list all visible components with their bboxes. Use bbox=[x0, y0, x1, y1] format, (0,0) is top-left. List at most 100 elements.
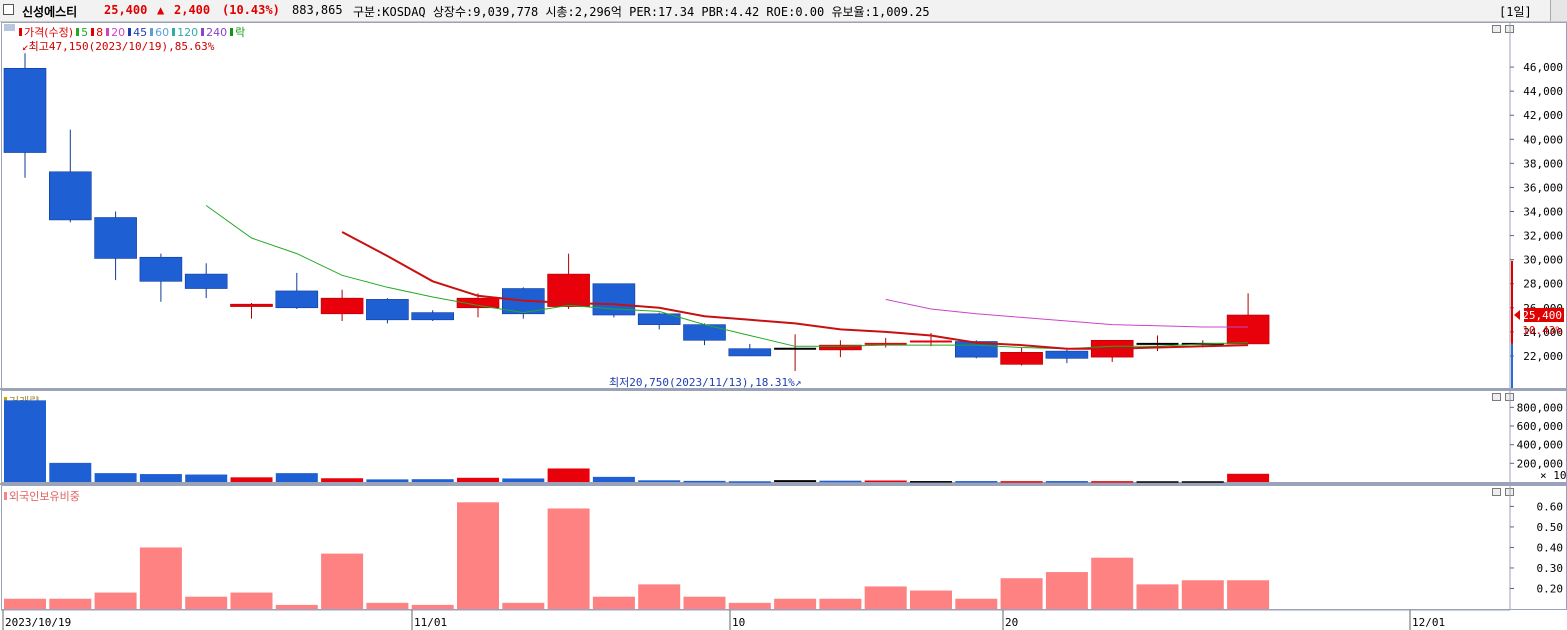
stock-info: 구분:KOSDAQ 상장수:9,039,778 시총:2,296억 PER:17… bbox=[353, 5, 930, 19]
y-tick-label: 22,000 bbox=[1523, 350, 1563, 363]
price-label-bg bbox=[1524, 308, 1564, 323]
foreign-ratio-bar bbox=[185, 596, 228, 609]
foreign-ratio-bar bbox=[1181, 580, 1224, 609]
price-change-pct: (10.43%) bbox=[222, 3, 280, 17]
candle-body bbox=[456, 297, 500, 309]
foreign-ratio-bar bbox=[275, 604, 318, 609]
y-tick-label: 36,000 bbox=[1523, 181, 1563, 194]
foreign-ratio-bar bbox=[910, 590, 952, 609]
y-tick-label: 46,000 bbox=[1523, 61, 1563, 74]
up-arrow-icon: ▲ bbox=[157, 3, 165, 17]
foreign-ratio-bar bbox=[592, 596, 635, 609]
candle-body bbox=[547, 273, 590, 307]
low-arrow-icon: ↗ bbox=[794, 376, 802, 389]
volume-bar bbox=[1227, 473, 1270, 482]
high-arrow-icon: ↙ bbox=[22, 40, 29, 53]
current-price: 25,400 bbox=[104, 3, 148, 17]
foreign-legend-swatch bbox=[4, 492, 7, 500]
candle-body bbox=[411, 312, 455, 321]
volume-bar bbox=[638, 480, 681, 482]
candle-body bbox=[1000, 352, 1043, 365]
foreign-ratio-bar bbox=[547, 508, 590, 609]
candle-body bbox=[592, 283, 636, 316]
y-tick-label: 0.40 bbox=[1537, 541, 1564, 554]
x-tick-label: 20 bbox=[1005, 616, 1018, 629]
volume-bar bbox=[1181, 481, 1224, 483]
candle-body bbox=[48, 171, 92, 221]
foreign-ratio-bar bbox=[139, 547, 182, 609]
foreign-ratio-bar bbox=[1045, 572, 1088, 609]
minimize-panel-icon[interactable] bbox=[1492, 393, 1501, 401]
panel-menu-icon[interactable] bbox=[4, 24, 15, 31]
y-tick-label: 600,000 bbox=[1517, 420, 1563, 433]
candle-body bbox=[683, 324, 726, 341]
volume-bar bbox=[592, 476, 635, 482]
legend-swatch bbox=[201, 28, 205, 36]
foreign-ratio-bar bbox=[1000, 578, 1043, 609]
select-checkbox[interactable] bbox=[3, 4, 14, 15]
ma-line-5 bbox=[205, 205, 1249, 350]
volume-bar bbox=[411, 479, 454, 482]
stock-name: 신성에스티 bbox=[22, 5, 78, 19]
price-marker-icon bbox=[1514, 310, 1520, 321]
foreign-title: 외국인보유비중 bbox=[4, 488, 80, 504]
y-tick-label: 0.20 bbox=[1537, 582, 1564, 595]
foreign-ratio-bar bbox=[1227, 580, 1270, 609]
legend-swatch bbox=[150, 28, 154, 36]
foreign-ratio-bar bbox=[864, 586, 907, 609]
volume-bar bbox=[366, 479, 409, 482]
candle-body bbox=[94, 217, 137, 259]
period-selector[interactable]: [1일] bbox=[1499, 5, 1532, 19]
volume-bar bbox=[683, 480, 726, 483]
volume-bar bbox=[1091, 481, 1134, 483]
y-tick-label: 0.60 bbox=[1537, 500, 1564, 513]
x-tick-label: 2023/10/19 bbox=[5, 616, 71, 629]
foreign-ratio-bar bbox=[638, 584, 681, 609]
foreign-ratio-bar bbox=[728, 602, 771, 609]
foreign-ratio-bar bbox=[774, 598, 817, 609]
foreign-ratio-bar bbox=[457, 502, 499, 609]
volume-bar bbox=[955, 481, 998, 483]
candle-body bbox=[819, 344, 862, 351]
legend-label: 20 bbox=[111, 26, 126, 39]
candle-body bbox=[3, 67, 47, 153]
volume-bar bbox=[457, 477, 499, 482]
y-tick-label: 200,000 bbox=[1517, 457, 1563, 470]
minimize-panel-icon[interactable] bbox=[1492, 25, 1501, 33]
x-tick-label: 10 bbox=[732, 616, 745, 629]
volume-unit: × 10 bbox=[1540, 469, 1567, 482]
y-tick-label: 40,000 bbox=[1523, 133, 1563, 146]
legend-swatch bbox=[106, 28, 110, 36]
y-tick-label: 30,000 bbox=[1523, 254, 1563, 267]
legend-label: 60 bbox=[155, 26, 170, 39]
header-scroll-button[interactable] bbox=[1550, 0, 1567, 21]
volume-bar bbox=[94, 473, 137, 482]
legend-swatch bbox=[76, 28, 80, 36]
legend-swatch bbox=[172, 28, 176, 36]
y-tick-label: 0.50 bbox=[1537, 521, 1564, 534]
trade-volume: 883,865 bbox=[292, 3, 343, 17]
y-tick-label: 28,000 bbox=[1523, 278, 1563, 291]
low-annotation: 최저20,750(2023/11/13),18.31%↗ bbox=[609, 376, 802, 389]
foreign-ratio-bar bbox=[683, 596, 726, 609]
legend-label: 5 bbox=[81, 26, 89, 39]
volume-bar bbox=[230, 477, 273, 482]
ma-line-8 bbox=[341, 231, 1249, 350]
candle-body bbox=[1226, 314, 1270, 345]
foreign-ratio-bar bbox=[411, 604, 454, 609]
stock-header: 신성에스티 25,400 ▲ 2,400 (10.43%) 883,865 구분… bbox=[0, 0, 1567, 22]
candle-body bbox=[366, 299, 409, 321]
price-pct-label: 10.43% bbox=[1522, 324, 1562, 337]
candle-body bbox=[184, 273, 228, 289]
candle-body bbox=[728, 348, 772, 357]
panel-divider[interactable] bbox=[0, 483, 1567, 485]
panel-divider[interactable] bbox=[0, 388, 1567, 390]
candle-body bbox=[275, 290, 319, 309]
volume-bar bbox=[1136, 481, 1179, 483]
volume-bar bbox=[819, 480, 862, 483]
legend-label: 8 bbox=[96, 26, 104, 39]
y-tick-label: 42,000 bbox=[1523, 109, 1563, 122]
minimize-panel-icon[interactable] bbox=[1492, 488, 1501, 496]
foreign-ratio-bar bbox=[366, 602, 409, 609]
candle-body bbox=[637, 313, 681, 325]
